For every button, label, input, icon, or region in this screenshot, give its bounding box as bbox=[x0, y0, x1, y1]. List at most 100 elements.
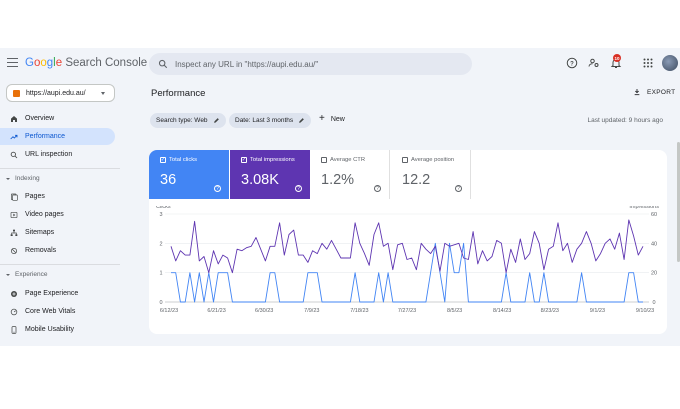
logo-letter: l bbox=[53, 57, 56, 69]
site-favicon-icon bbox=[13, 89, 20, 97]
page-title: Performance bbox=[151, 88, 206, 99]
sidebar-item-core-web-vitals[interactable]: Core Web Vitals bbox=[0, 303, 115, 320]
x-tick-label: 6/30/23 bbox=[255, 308, 273, 314]
filter-label: Date: Last 3 months bbox=[235, 117, 294, 124]
x-tick-label: 8/5/23 bbox=[447, 308, 462, 314]
sidebar-item-overview[interactable]: Overview bbox=[0, 110, 115, 127]
export-button[interactable]: EXPORT bbox=[633, 88, 675, 96]
help-icon[interactable]: ? bbox=[214, 185, 221, 192]
svg-text:?: ? bbox=[570, 61, 574, 67]
home-icon bbox=[11, 115, 17, 122]
sidebar-item-label: Performance bbox=[25, 133, 66, 140]
sidebar-item-video-pages[interactable]: Video pages bbox=[0, 206, 115, 223]
metric-average-position[interactable]: Average position 12.2 ? bbox=[391, 150, 471, 199]
logo-letter: e bbox=[55, 57, 63, 69]
page-experience-icon bbox=[11, 290, 17, 297]
x-tick-label: 8/14/23 bbox=[493, 308, 511, 314]
product-name: Search Console bbox=[65, 57, 148, 69]
sidebar-item-mobile-usability[interactable]: Mobile Usability bbox=[0, 321, 115, 338]
edit-pencil-icon bbox=[299, 118, 305, 123]
performance-card: ✓ Total clicks 36 ? ✓ Total impressions 3.… bbox=[149, 150, 667, 334]
sidebar-item-removals[interactable]: Removals bbox=[0, 242, 115, 259]
apps-grid-icon[interactable] bbox=[642, 57, 654, 69]
chevron-down-icon bbox=[6, 273, 10, 276]
help-icon[interactable]: ? bbox=[295, 185, 302, 192]
plus-icon: + bbox=[319, 113, 325, 124]
main-menu-icon[interactable] bbox=[7, 58, 18, 67]
checkbox-checked-icon[interactable]: ✓ bbox=[241, 156, 247, 163]
search-console-logo[interactable]: Google Search Console bbox=[25, 57, 147, 69]
chevron-down-icon bbox=[6, 177, 10, 180]
y-tick-left: 1 bbox=[159, 271, 162, 277]
new-filter-button[interactable]: + New bbox=[319, 113, 345, 124]
sidebar-item-label: Pages bbox=[25, 193, 45, 200]
new-label: New bbox=[330, 115, 345, 123]
notification-badge: 10 bbox=[613, 54, 621, 62]
filter-label: Search type: Web bbox=[156, 117, 208, 124]
help-icon[interactable]: ? bbox=[374, 185, 381, 192]
search-input[interactable] bbox=[175, 59, 455, 69]
metric-label: Average CTR bbox=[330, 157, 366, 163]
sidebar-item-label: URL inspection bbox=[25, 151, 73, 158]
metric-total-clicks[interactable]: ✓ Total clicks 36 ? bbox=[149, 150, 229, 199]
checkbox-checked-icon[interactable]: ✓ bbox=[160, 156, 166, 163]
sidebar-item-label: Removals bbox=[25, 247, 57, 254]
account-avatar[interactable] bbox=[662, 55, 678, 71]
export-label: EXPORT bbox=[647, 88, 676, 96]
metric-average-ctr[interactable]: Average CTR 1.2% ? bbox=[310, 150, 390, 199]
sidebar-item-pages[interactable]: Pages bbox=[0, 188, 115, 205]
sidebar-item-page-experience[interactable]: Page Experience bbox=[0, 285, 115, 302]
y-tick-right: 40 bbox=[651, 241, 657, 247]
sidebar-item-label: Video pages bbox=[25, 211, 64, 218]
logo-letter: o bbox=[33, 57, 41, 69]
sidebar-item-url-inspection[interactable]: URL inspection bbox=[0, 146, 115, 163]
gauge-icon bbox=[10, 308, 18, 315]
section-experience[interactable]: Experience bbox=[6, 271, 48, 278]
page-scrollbar[interactable] bbox=[677, 142, 680, 262]
y-tick-right: 0 bbox=[652, 300, 655, 306]
sidebar-item-sitemaps[interactable]: Sitemaps bbox=[0, 224, 115, 241]
help-icon[interactable]: ? bbox=[455, 185, 462, 192]
help-icon[interactable]: ? bbox=[566, 57, 578, 69]
x-tick-label: 7/18/23 bbox=[350, 308, 368, 314]
sidebar-item-label: Sitemaps bbox=[25, 229, 55, 236]
trending-up-icon bbox=[10, 134, 18, 139]
metric-label: Average position bbox=[411, 157, 455, 163]
filter-date-range[interactable]: Date: Last 3 months bbox=[229, 113, 312, 128]
sidebar-item-label: Mobile Usability bbox=[25, 326, 75, 333]
logo-letter: o bbox=[40, 57, 47, 69]
metric-value: 1.2% bbox=[321, 172, 355, 188]
last-updated-text: Last updated: 9 hours ago bbox=[587, 117, 663, 124]
download-icon bbox=[634, 89, 640, 96]
metric-total-impressions[interactable]: ✓ Total impressions 3.08K ? bbox=[230, 150, 310, 199]
search-icon bbox=[158, 59, 168, 69]
y-tick-left: 2 bbox=[159, 241, 162, 247]
property-selector[interactable]: https://aupi.edu.au/ bbox=[6, 84, 115, 102]
metric-label: Total clicks bbox=[169, 157, 198, 163]
x-tick-label: 8/23/23 bbox=[541, 308, 559, 314]
metric-value: 12.2 bbox=[402, 172, 431, 188]
metric-label: Total impressions bbox=[250, 157, 295, 163]
top-bar: Google Search Console ? 10 bbox=[0, 48, 680, 80]
mobile-icon bbox=[11, 325, 17, 334]
section-indexing[interactable]: Indexing bbox=[6, 175, 40, 182]
property-url: https://aupi.edu.au/ bbox=[26, 89, 86, 97]
metric-value: 3.08K bbox=[241, 172, 279, 188]
section-title: Indexing bbox=[15, 175, 40, 182]
sidebar-divider bbox=[0, 168, 120, 169]
filter-search-type[interactable]: Search type: Web bbox=[150, 113, 226, 128]
manage-users-icon[interactable] bbox=[588, 57, 600, 69]
x-tick-label: 7/27/23 bbox=[398, 308, 416, 314]
url-inspection-search[interactable] bbox=[149, 53, 472, 75]
logo-letter: g bbox=[46, 57, 54, 69]
sidebar-item-label: Page Experience bbox=[25, 290, 79, 297]
checkbox-unchecked-icon[interactable] bbox=[402, 157, 408, 163]
video-icon bbox=[10, 211, 18, 218]
chevron-down-icon bbox=[101, 92, 105, 95]
sidebar-item-performance[interactable]: Performance bbox=[0, 128, 115, 145]
checkbox-unchecked-icon[interactable] bbox=[321, 157, 327, 163]
search-icon bbox=[10, 151, 18, 158]
app-frame: Google Search Console ? 10 https://aupi.… bbox=[0, 48, 680, 346]
pages-icon bbox=[11, 193, 18, 201]
y-tick-right: 60 bbox=[651, 212, 657, 218]
